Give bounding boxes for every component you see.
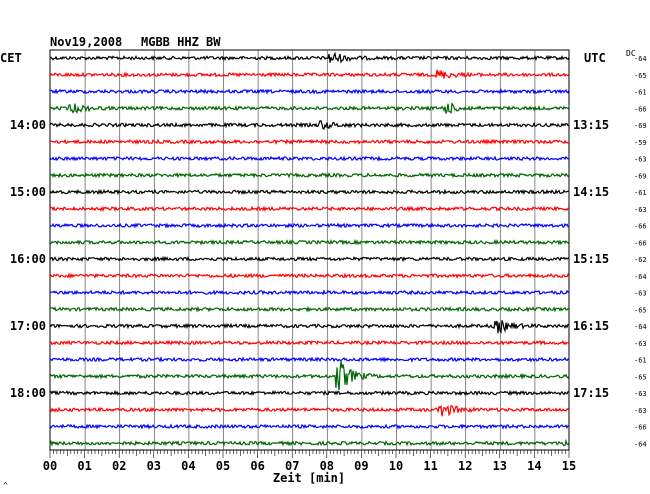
seismic-trace (49, 69, 570, 79)
dc-offset-label: -61 (634, 89, 647, 97)
seismic-trace (49, 188, 570, 196)
trace-group (49, 51, 570, 447)
dc-offset-label: -66 (634, 424, 647, 432)
hour-label-left: 17:00 (10, 319, 46, 333)
seismic-trace (49, 339, 570, 346)
chart-labels: -64 -65 -61 -66 -69 -59 -63 -69 -61 -63 -66 -66 -62 -… (10, 55, 647, 473)
dc-offset-label: -65 (634, 306, 647, 314)
dc-offset-label: -65 (634, 72, 647, 80)
dc-offset-label: -66 (634, 239, 647, 247)
seismic-trace (49, 404, 570, 417)
seismic-trace (49, 222, 570, 229)
x-tick-label: 04 (181, 459, 195, 473)
seismic-trace (49, 320, 570, 334)
seismic-trace (49, 389, 570, 397)
seismic-trace (49, 238, 570, 246)
dc-offset-label: -63 (634, 390, 647, 398)
x-tick-label: 12 (458, 459, 472, 473)
dc-offset-label: -63 (634, 156, 647, 164)
dc-offset-label: -69 (634, 122, 647, 130)
seismic-trace (49, 438, 570, 447)
dc-offset-label: -63 (634, 407, 647, 415)
dc-offset-label: -66 (634, 223, 647, 231)
dc-offset-label: -61 (634, 189, 647, 197)
seismic-trace (49, 120, 569, 130)
seismic-trace (49, 155, 570, 162)
seismic-trace (49, 205, 570, 213)
dc-offset-label: -62 (634, 256, 647, 264)
dc-offset-label: -65 (634, 373, 647, 381)
dc-offset-label: -63 (634, 290, 647, 298)
x-tick-label: 10 (389, 459, 403, 473)
x-tick-label: 14 (527, 459, 541, 473)
x-axis-title: Zeit [min] (273, 471, 345, 485)
x-tick-label: 13 (493, 459, 507, 473)
x-tick-label: 05 (216, 459, 230, 473)
x-tick-label: 02 (112, 459, 126, 473)
hour-label-left: 15:00 (10, 185, 46, 199)
x-tick-label: 01 (77, 459, 91, 473)
seismic-trace (49, 255, 570, 263)
seismic-trace (49, 138, 570, 146)
hour-label-left: 18:00 (10, 386, 46, 400)
seismic-trace (49, 289, 570, 296)
x-tick-label: 06 (250, 459, 264, 473)
hour-label-right: 17:15 (573, 386, 609, 400)
left-timezone-label: CET (0, 51, 22, 65)
x-tick-label: 08 (320, 459, 334, 473)
seismic-trace (49, 360, 570, 391)
corner-mark: ^ (3, 481, 8, 490)
seismic-trace (49, 305, 570, 313)
seismic-trace (49, 423, 570, 430)
header-date: Nov19,2008 (50, 35, 122, 49)
seismic-trace (49, 51, 570, 64)
right-timezone-label: UTC (584, 51, 606, 65)
x-tick-label: 00 (43, 459, 57, 473)
x-tick-label: 11 (423, 459, 437, 473)
dc-offset-label: -63 (634, 206, 647, 214)
hour-label-right: 15:15 (573, 252, 609, 266)
hour-label-right: 13:15 (573, 118, 609, 132)
dc-offset-label: -59 (634, 139, 647, 147)
dc-offset-label: -64 (634, 323, 647, 331)
hour-label-right: 14:15 (573, 185, 609, 199)
dc-offset-label: -64 (634, 55, 647, 63)
seismic-trace (49, 88, 570, 95)
dc-offset-header: DC (626, 49, 636, 58)
x-tick-label: 09 (354, 459, 368, 473)
x-tick-label: 07 (285, 459, 299, 473)
seismic-trace (49, 272, 570, 280)
hour-label-left: 16:00 (10, 252, 46, 266)
seismic-trace (49, 172, 570, 179)
chart-grid (49, 49, 570, 458)
header-station: MGBB HHZ BW (141, 35, 221, 49)
dc-offset-label: -64 (634, 273, 647, 281)
dc-offset-label: -64 (634, 440, 647, 448)
x-tick-label: 15 (562, 459, 576, 473)
seismic-trace (49, 355, 570, 363)
dc-offset-label: -63 (634, 340, 647, 348)
dc-offset-label: -66 (634, 105, 647, 113)
hour-label-right: 16:15 (573, 319, 609, 333)
seismic-trace (49, 102, 570, 115)
dc-offset-label: -69 (634, 172, 647, 180)
hour-label-left: 14:00 (10, 118, 46, 132)
dc-offset-label: -61 (634, 357, 647, 365)
x-tick-label: 03 (147, 459, 161, 473)
